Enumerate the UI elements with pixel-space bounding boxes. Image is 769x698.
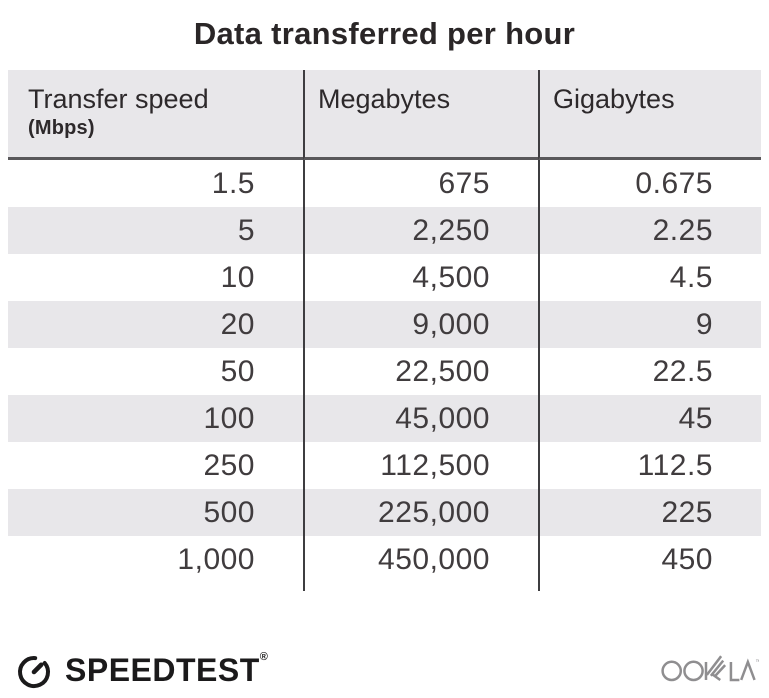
speedtest-wordmark: SPEEDTEST [65,651,260,688]
table-cell: 500 [8,489,303,536]
table-cell: 450,000 [303,536,538,583]
table-cell: 1,000 [177,543,255,576]
column-header-gigabytes: Gigabytes [538,70,761,160]
ookla-logo: ™ [661,653,759,687]
table-cell: 50 [220,355,255,388]
table-cell: 1.5 [211,167,255,200]
table-cell: 45,000 [303,395,538,442]
page-title: Data transferred per hour [193,16,576,51]
table-cell: 9 [538,301,761,348]
table-cell: 22.5 [538,348,761,395]
registered-trademark-symbol: ® [259,651,268,663]
column-divider-extension [303,583,538,591]
table-cell: 4,500 [303,254,538,301]
footer: SPEEDTEST ® ™ [13,649,759,691]
table-cell: 10 [220,261,255,294]
table-cell: 20 [8,301,303,348]
table-cell: 2,250 [303,207,538,254]
column-header-transfer-speed: Transfer speed (Mbps) [8,70,303,160]
table-cell: 225,000 [303,489,538,536]
table-cell: 112.5 [538,442,761,489]
column-header-megabytes: Megabytes [303,70,538,160]
table-cell: 112,500 [303,442,538,489]
table-cell: 250 [203,449,255,482]
column-header-label: Megabytes [318,84,451,114]
ookla-wordmark: ™ [661,655,759,682]
data-table: Transfer speed (Mbps) Megabytes Gigabyte… [8,70,761,591]
table-cell: 2.25 [538,207,761,254]
table-cell: 100 [8,395,303,442]
table-cell: 0.675 [538,160,761,207]
table-cell: 22,500 [303,348,538,395]
table-cell: 5 [8,207,303,254]
column-header-label: Transfer speed [28,84,209,114]
table-cell: 4.5 [538,254,761,301]
table-cell: 45 [538,395,761,442]
trademark-symbol: ™ [755,659,759,666]
speedtest-logo: SPEEDTEST ® [13,649,268,691]
table-cell: 225 [538,489,761,536]
speedtest-gauge-icon [18,656,51,689]
table-cell: 675 [303,160,538,207]
column-header-label: Gigabytes [553,84,675,114]
column-header-unit: (Mbps) [28,117,95,139]
column-divider-extension [8,583,303,591]
column-divider-extension [538,583,761,591]
table-cell: 9,000 [303,301,538,348]
table-cell: 450 [538,536,761,583]
